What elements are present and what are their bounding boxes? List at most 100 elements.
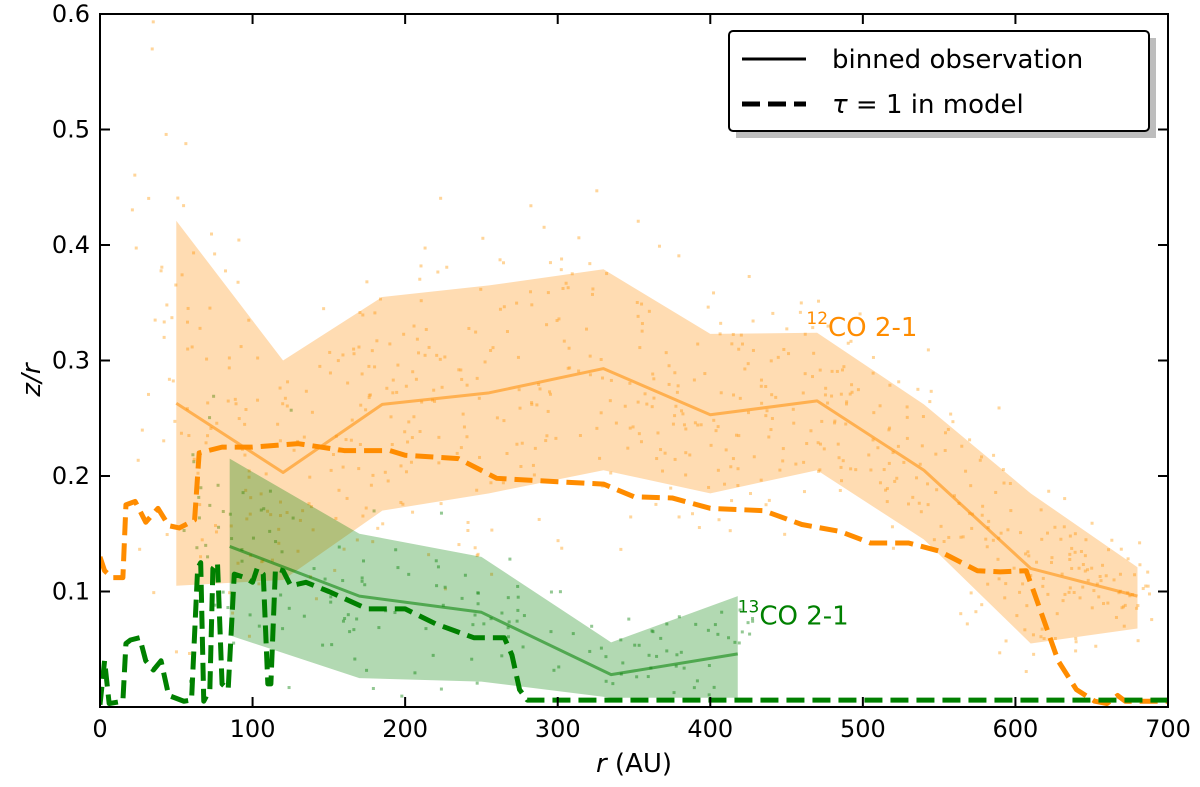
co12-observation-line [175,367,1138,598]
scatter-point [1081,585,1085,589]
scatter-point [186,306,190,310]
scatter-point [506,626,510,630]
scatter-point [746,362,750,366]
scatter-point [888,426,892,430]
scatter-point [746,621,750,625]
scatter-point [268,489,272,493]
scatter-point [791,407,795,411]
scatter-point [570,272,574,276]
scatter-point [516,608,520,612]
scatter-point [206,401,210,405]
scatter-point [247,634,251,638]
scatter-point [522,614,526,618]
scatter-point [667,364,671,368]
scatter-point [738,396,742,400]
scatter-point [367,364,371,368]
scatter-point [1136,639,1140,643]
scatter-point [198,326,202,330]
y-axis-label: z/r [17,361,47,397]
scatter-point [151,20,155,24]
scatter-point [785,327,789,331]
scatter-point [981,504,985,508]
scatter-point [307,502,311,506]
scatter-point [718,332,722,336]
scatter-point [771,311,775,315]
scatter-point [1073,532,1077,536]
scatter-point [970,526,974,530]
scatter-point [728,529,732,533]
scatter-point [206,555,210,559]
x-axis-label: r (AU) [596,749,672,779]
scatter-point [549,630,553,634]
scatter-point [432,388,436,392]
co12-model-line [100,441,1168,707]
scatter-point [636,219,640,223]
scatter-point [328,350,332,354]
scatter-point [204,441,208,445]
scatter-point [292,448,296,452]
scatter-point [455,451,459,455]
scatter-point [627,617,631,621]
scatter-point [529,290,533,294]
scatter-point [244,408,248,412]
scatter-point [878,404,882,408]
scatter-point [349,438,353,442]
scatter-point [402,332,406,336]
scatter-point [677,615,681,619]
scatter-point [298,518,302,522]
scatter-point [445,265,449,269]
scatter-point [240,548,244,552]
scatter-point [1094,644,1098,648]
scatter-point [1128,594,1132,598]
scatter-point [165,533,169,537]
scatter-point [355,538,359,542]
scatter-point [209,426,213,430]
scatter-point [730,342,734,346]
scatter-point [364,408,368,412]
scatter-point [897,380,901,384]
scatter-point [237,238,241,242]
scatter-point [350,418,354,422]
scatter-point [277,527,281,531]
scatter-point [997,406,1001,410]
scatter-point [443,585,447,589]
scatter-point [680,409,684,413]
scatter-point [133,173,137,177]
scatter-point [373,365,377,369]
scatter-point [521,645,525,649]
scatter-point [887,461,891,465]
scatter-point [599,411,603,415]
scatter-point [968,438,972,442]
scatter-point [1049,561,1053,565]
scatter-point [352,352,356,356]
scatter-point [439,196,443,200]
scatter-point [285,404,289,408]
scatter-point [787,352,791,356]
scatter-point [361,514,365,518]
scatter-point [505,452,509,456]
x-tick-label: 600 [993,715,1039,743]
scatter-point [147,196,151,200]
scatter-point [353,657,357,661]
scatter-point [474,330,478,334]
scatter-point [633,643,637,647]
scatter-point [740,630,744,634]
scatter-point [669,486,673,490]
scatter-point [500,654,504,658]
scatter-point [846,341,850,345]
scatter-point [311,528,315,532]
scatter-point [248,613,252,617]
scatter-point [712,291,716,295]
scatter-point [370,349,374,353]
scatter-point [856,388,860,392]
scatter-point [916,387,920,391]
scatter-point [1086,578,1090,582]
scatter-point [375,339,379,343]
scatter-point [438,357,442,361]
scatter-point [165,303,169,307]
scatter-point [835,369,839,373]
scatter-point [650,405,654,409]
scatter-point [280,550,284,554]
scatter-point [136,458,140,462]
scatter-point [159,269,163,273]
